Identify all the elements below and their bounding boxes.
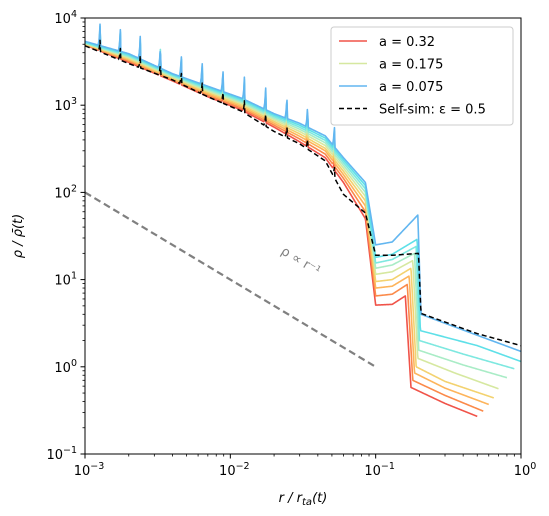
- legend: a = 0.32 a = 0.175 a = 0.075 Self-sim: ε = …: [330, 26, 514, 126]
- y-tick-label: 102: [54, 183, 77, 201]
- legend-box: [330, 26, 514, 126]
- x-axis-label: r / rta(t): [279, 491, 328, 508]
- series-line-self-similar: [85, 39, 521, 347]
- series-line-a-0_235: [85, 34, 495, 399]
- series-line-a-0_29: [85, 37, 484, 412]
- y-axis-label: ρ / ρ̄(t): [11, 214, 26, 258]
- series-layer: [85, 23, 521, 418]
- series-line-a-0_15: [85, 29, 508, 379]
- axes-layer: 10−3 10−2 10−1 100 10−1 100 101 102 103 104 r / rt…: [11, 9, 536, 508]
- legend-label: a = 0.175: [379, 58, 443, 73]
- y-tick-label: 103: [54, 96, 77, 114]
- series-line-a-0_175: [85, 31, 499, 390]
- legend-label: a = 0.32: [379, 35, 435, 50]
- y-tick-label: 100: [54, 358, 77, 376]
- series-line-a-0_125: [85, 31, 515, 370]
- reference-line: [84, 191, 377, 368]
- x-tick-label: 10−2: [219, 461, 250, 479]
- x-tick-label: 100: [514, 461, 537, 479]
- plot-frame: [84, 17, 522, 455]
- x-tick-label: 10−3: [74, 461, 105, 479]
- legend-label: Self-sim: ε = 0.5: [379, 103, 486, 118]
- y-tick-label: 101: [54, 271, 77, 289]
- x-tick-label: 10−1: [364, 461, 395, 479]
- legend-label: a = 0.075: [379, 80, 443, 95]
- y-tick-label: 104: [54, 9, 77, 27]
- y-tick-label: 10−1: [46, 445, 77, 463]
- series-line-a-0_075: [85, 23, 521, 353]
